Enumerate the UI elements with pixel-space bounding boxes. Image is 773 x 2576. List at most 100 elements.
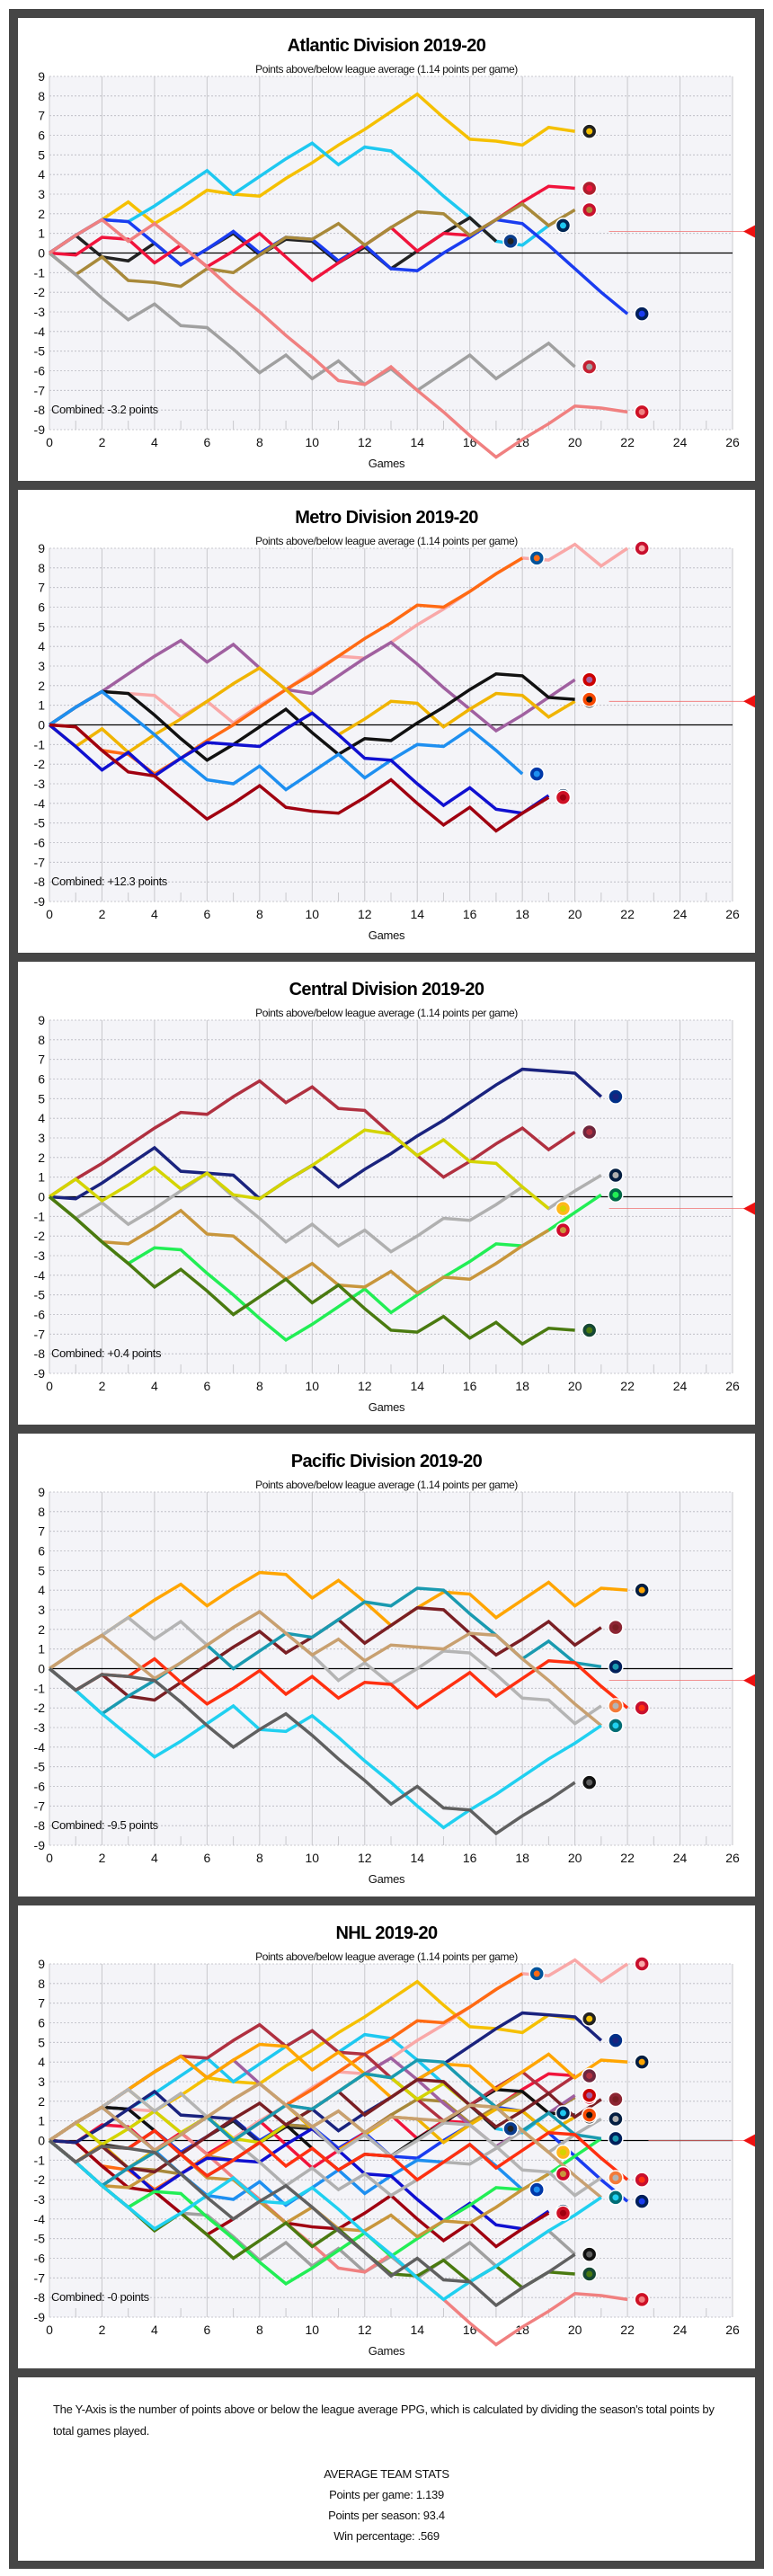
y-tick-label: -2: [34, 757, 46, 771]
series-line-fla: [48, 201, 576, 289]
logo-center-icon: [533, 2186, 540, 2193]
y-tick-label: -3: [34, 1720, 46, 1735]
y-tick-label: -8: [34, 403, 46, 417]
y-tick-label: -4: [34, 324, 46, 339]
team-logo-bos: [581, 123, 598, 139]
team-logo-col: [581, 1124, 598, 1141]
y-tick-label: -9: [34, 894, 46, 909]
chart-subtitle: Points above/below league average (1.14 …: [255, 535, 518, 547]
x-tick-label: 24: [673, 2323, 688, 2337]
logo-center-icon: [612, 1624, 619, 1631]
y-tick-label: 9: [38, 541, 45, 555]
x-tick-label: 16: [463, 907, 477, 921]
team-logo-phi: [581, 2107, 598, 2123]
team-logo-van: [608, 2130, 624, 2147]
team-logo-stl: [608, 2032, 624, 2048]
x-tick-label: 12: [358, 2323, 372, 2337]
series-line-col: [49, 1079, 576, 1198]
logo-center-icon: [559, 1205, 566, 1212]
team-logo-edm: [634, 2054, 650, 2070]
y-tick-label: 3: [38, 1131, 45, 1145]
stats-heading: AVERAGE TEAM STATS: [324, 2467, 449, 2481]
logo-center-icon: [612, 1191, 619, 1198]
y-tick-label: -1: [34, 2153, 46, 2167]
logo-center-icon: [559, 2149, 566, 2156]
logo-center-icon: [559, 2209, 566, 2216]
y-tick-label: 2: [38, 1150, 45, 1165]
x-tick-label: 12: [358, 1851, 372, 1865]
y-tick-label: -9: [34, 422, 46, 437]
logo-center-icon: [612, 1663, 619, 1670]
y-tick-label: -9: [34, 1366, 46, 1381]
y-tick-label: -6: [34, 1308, 46, 1322]
logo-center-icon: [612, 2115, 619, 2122]
x-tick-label: 8: [256, 907, 263, 921]
y-tick-label: -6: [34, 836, 46, 850]
y-tick-label: -8: [34, 1818, 46, 1833]
y-tick-label: 0: [38, 1190, 45, 1204]
y-tick-label: 7: [38, 581, 45, 595]
logo-center-icon: [559, 2110, 566, 2117]
y-tick-label: -5: [34, 1288, 46, 1302]
logo-center-icon: [612, 2194, 619, 2201]
logo-center-icon: [586, 1327, 593, 1334]
logo-center-icon: [559, 222, 566, 229]
y-tick-label: -2: [34, 1701, 46, 1715]
chart-panel-atlantic: -9 -8 -7 -6 -5 -4 -3 -2 -1 0 1 2 3 4 5 6 7 8 9 0 2 4 6 8 10 12 14 1…: [18, 18, 755, 481]
x-tick-label: 20: [568, 1851, 582, 1865]
team-logo-col: [581, 2067, 598, 2084]
chart-title: NHL 2019-20: [335, 1923, 438, 1943]
y-tick-label: 4: [38, 167, 45, 182]
x-tick-label: 2: [99, 435, 106, 449]
x-tick-label: 4: [151, 2323, 158, 2337]
x-tick-label: 22: [620, 907, 635, 921]
team-logo-wsh: [634, 540, 650, 556]
logo-center-icon: [586, 2111, 593, 2119]
logo-center-icon: [638, 1960, 645, 1968]
x-tick-label: 14: [410, 435, 424, 449]
logo-center-icon: [612, 1171, 619, 1178]
team-logo-fla: [581, 201, 598, 218]
y-tick-label: -3: [34, 1248, 46, 1263]
logo-center-icon: [612, 2174, 619, 2181]
y-tick-label: -5: [34, 2232, 46, 2246]
chart-panel-metro: -9 -8 -7 -6 -5 -4 -3 -2 -1 0 1 2 3 4 5 6 7 8 9 0 2 4 6 8 10 12 14 1…: [18, 490, 755, 953]
y-tick-label: -5: [34, 816, 46, 831]
logo-center-icon: [586, 1128, 593, 1135]
y-tick-label: -4: [34, 2212, 46, 2226]
y-tick-label: -5: [34, 344, 46, 359]
team-logo-lak: [581, 1774, 598, 1790]
team-logo-tbl: [502, 2120, 519, 2137]
x-tick-label: 22: [620, 1379, 635, 1393]
x-tick-label: 2: [99, 1851, 106, 1865]
x-tick-label: 26: [725, 435, 740, 449]
series-line-chi: [48, 2139, 550, 2239]
y-tick-label: -4: [34, 1740, 46, 1754]
notes-panel: The Y-Axis is the number of points above…: [18, 2377, 755, 2561]
team-logo-bos: [581, 2011, 598, 2027]
y-tick-label: 5: [38, 619, 45, 634]
y-tick-label: 8: [38, 1976, 45, 1991]
logo-center-icon: [586, 696, 593, 703]
x-tick-label: 26: [725, 1851, 740, 1865]
series-line-nsh: [49, 1128, 550, 1210]
series-line-lak: [48, 2139, 576, 2308]
x-tick-label: 18: [515, 1379, 529, 1393]
chart-subtitle: Points above/below league average (1.14 …: [255, 63, 518, 76]
x-tick-label: 8: [256, 1379, 263, 1393]
logo-center-icon: [586, 2092, 593, 2099]
y-tick-label: -5: [34, 1760, 46, 1774]
series-line-edm: [49, 2042, 628, 2142]
x-tick-label: 4: [151, 1851, 158, 1865]
team-logo-wsh: [634, 1956, 650, 1972]
x-tick-label: 26: [725, 2323, 740, 2337]
stat-points-per-season: Points per season: 93.4: [328, 2509, 445, 2522]
x-tick-label: 10: [306, 435, 320, 449]
y-tick-label: 4: [38, 1583, 45, 1597]
y-tick-label: 6: [38, 1544, 45, 1559]
logo-center-icon: [586, 2270, 593, 2278]
logo-center-icon: [586, 2251, 593, 2258]
series-line-car: [49, 638, 576, 733]
x-tick-label: 6: [203, 435, 210, 449]
